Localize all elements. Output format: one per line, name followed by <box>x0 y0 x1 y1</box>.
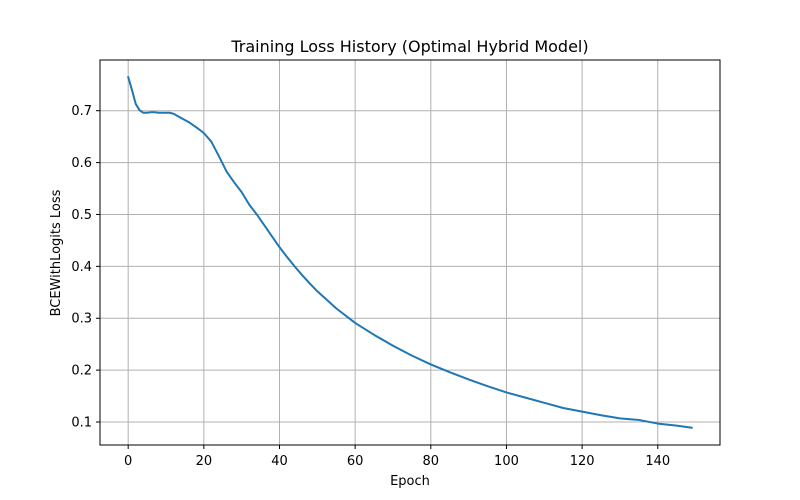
x-tick-label: 140 <box>645 454 670 469</box>
x-tick-label: 120 <box>570 454 595 469</box>
loss-series-line <box>127 75 693 429</box>
plot-frame <box>99 59 721 446</box>
y-tick-label: 0.4 <box>71 260 92 275</box>
y-tick-label: 0.5 <box>71 208 92 223</box>
y-tick-label: 0.1 <box>71 416 92 431</box>
chart-title: Training Loss History (Optimal Hybrid Mo… <box>230 37 588 56</box>
x-tick-label: 40 <box>271 454 288 469</box>
series-layer <box>127 75 693 429</box>
y-axis-label: BCEWithLogits Loss <box>49 189 64 316</box>
x-tick-label: 60 <box>347 454 364 469</box>
grid <box>100 60 720 445</box>
ticks: 0 20 40 60 80 100 120 140 0.1 0.2 0.3 0.4 0.5 0.6 0.7 <box>71 104 670 469</box>
x-tick-label: 100 <box>494 454 519 469</box>
x-axis-label: Epoch <box>390 474 430 489</box>
x-tick-label: 20 <box>196 454 213 469</box>
x-tick-label: 80 <box>423 454 440 469</box>
y-tick-label: 0.7 <box>71 104 92 119</box>
y-tick-label: 0.2 <box>71 364 92 379</box>
y-tick-label: 0.3 <box>71 312 92 327</box>
x-tick-label: 0 <box>124 454 132 469</box>
y-tick-label: 0.6 <box>71 156 92 171</box>
